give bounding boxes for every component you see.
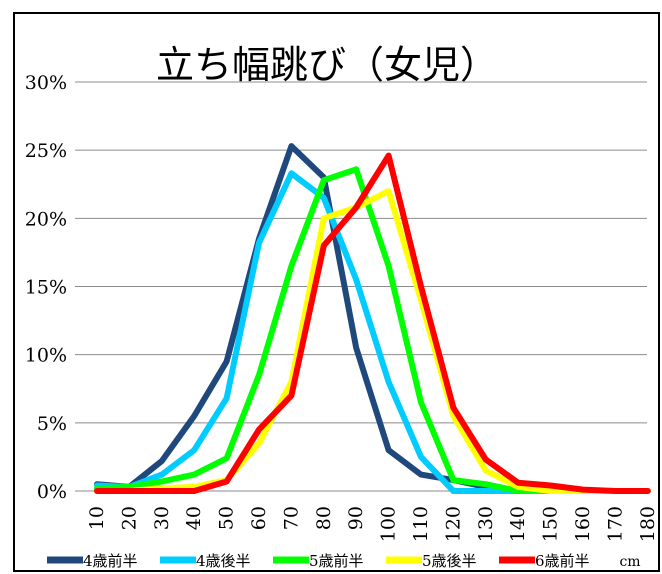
series-lines bbox=[94, 143, 651, 494]
x-tick-label: 100 bbox=[378, 506, 400, 542]
x-tick-label: 120 bbox=[442, 506, 464, 542]
legend-label: 4歳後半 bbox=[196, 552, 251, 570]
series-line-4 bbox=[94, 188, 651, 494]
x-tick-label: 150 bbox=[540, 506, 562, 542]
x-tick-label: 70 bbox=[280, 506, 302, 530]
legend: 4歳前半 4歳後半 5歳前半 5歳後半 6歳前半 bbox=[47, 552, 590, 570]
y-axis-ticks: 0% 5% 10% 15% 20% 25% 30% bbox=[25, 72, 67, 503]
y-tick-label: 10% bbox=[25, 345, 67, 367]
series-line-5 bbox=[94, 152, 651, 494]
chart-frame: 立ち幅跳び（女児） 0% 5% 10% 15% 20% 25% 30% 10 20 30 40 50… bbox=[13, 12, 660, 572]
x-tick-label: 80 bbox=[313, 506, 335, 530]
x-tick-label: 10 bbox=[86, 506, 108, 530]
x-tick-label: 60 bbox=[248, 506, 270, 530]
x-tick-label: 30 bbox=[151, 506, 173, 530]
y-tick-label: 15% bbox=[25, 277, 67, 299]
x-tick-label: 180 bbox=[637, 506, 659, 542]
x-tick-label: 50 bbox=[216, 506, 238, 530]
legend-label: 6歳前半 bbox=[535, 552, 590, 570]
x-tick-label: 90 bbox=[345, 506, 367, 530]
line-chart: 立ち幅跳び（女児） 0% 5% 10% 15% 20% 25% 30% 10 20 30 40 50… bbox=[25, 43, 659, 570]
chart-title: 立ち幅跳び（女児） bbox=[156, 43, 498, 87]
x-tick-label: 170 bbox=[604, 506, 626, 542]
x-tick-label: 160 bbox=[572, 506, 594, 542]
y-tick-label: 25% bbox=[25, 140, 67, 162]
y-tick-label: 30% bbox=[25, 72, 67, 94]
y-tick-label: 5% bbox=[37, 413, 67, 435]
x-axis-label: cm bbox=[619, 554, 640, 570]
legend-label: 5歳後半 bbox=[422, 552, 477, 570]
x-tick-label: 20 bbox=[118, 506, 140, 530]
legend-label: 5歳前半 bbox=[309, 552, 364, 570]
x-tick-label: 40 bbox=[183, 506, 205, 530]
y-tick-label: 20% bbox=[25, 208, 67, 230]
x-tick-label: 140 bbox=[507, 506, 529, 542]
y-tick-label: 0% bbox=[37, 481, 67, 503]
x-axis-ticks: 10 20 30 40 50 60 70 80 90 100 110 120 130 140 150 160 1… bbox=[86, 506, 659, 542]
legend-label: 4歳前半 bbox=[83, 552, 138, 570]
x-tick-label: 110 bbox=[410, 506, 432, 542]
x-tick-label: 130 bbox=[475, 506, 497, 542]
